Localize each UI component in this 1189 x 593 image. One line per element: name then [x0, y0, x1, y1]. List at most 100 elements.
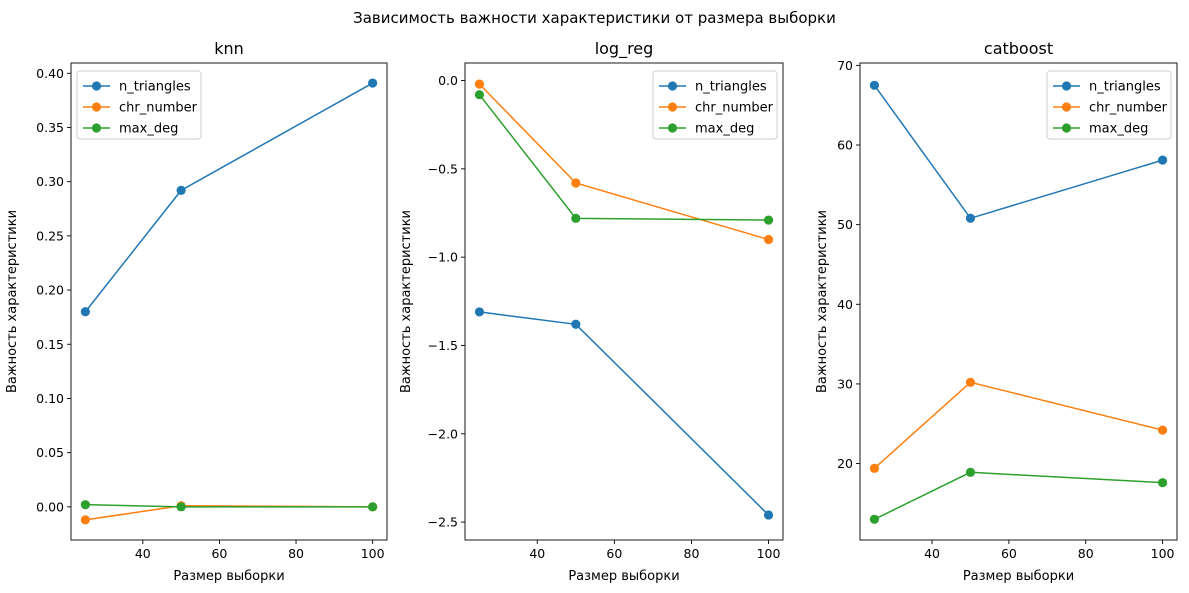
data-point [763, 510, 774, 520]
legend-marker [1061, 123, 1072, 133]
legend-item-n_triangles: n_triangles [83, 80, 191, 95]
legend-marker [91, 123, 102, 133]
subplot-title: catboost [984, 39, 1053, 58]
data-point [1157, 425, 1168, 435]
x-tick-label: 100 [757, 546, 781, 561]
legend-label: n_triangles [119, 80, 191, 95]
series-chr_number [474, 79, 774, 245]
data-point [965, 467, 976, 477]
data-point [80, 307, 90, 317]
data-point [1157, 155, 1168, 165]
data-point [763, 234, 774, 245]
y-tick-label: −2.5 [428, 515, 458, 530]
x-tick-label: 40 [135, 546, 151, 561]
legend-item-n_triangles: n_triangles [1053, 80, 1161, 95]
y-tick-label: 0.35 [36, 120, 64, 135]
legend-box [652, 70, 778, 140]
data-point [474, 307, 485, 317]
data-point [571, 213, 581, 223]
y-tick-label: 0.20 [36, 283, 64, 298]
legend-item-chr_number: chr_number [1053, 101, 1168, 116]
legend-item-chr_number: chr_number [83, 101, 198, 116]
y-tick-label: 0.30 [36, 174, 64, 189]
x-tick-label: 80 [288, 546, 304, 561]
legend: n_triangles chr_number max_deg [76, 70, 202, 140]
y-tick-label: 50 [837, 217, 853, 232]
x-axis-label: Размер выборки [963, 569, 1074, 584]
x-axis-label: Размер выборки [173, 569, 284, 584]
y-tick-label: 0.40 [36, 66, 64, 81]
y-tick-label: −1.5 [428, 338, 458, 353]
legend-label: chr_number [695, 101, 774, 116]
data-point [176, 185, 186, 195]
y-tick-label: 60 [837, 138, 853, 153]
legend-marker [667, 102, 678, 112]
x-tick-label: 60 [1001, 546, 1017, 561]
data-point [368, 502, 378, 512]
data-point [869, 463, 880, 473]
x-tick-label: 100 [1151, 546, 1175, 561]
y-axis-label: Важность характеристики [5, 210, 20, 393]
legend-marker [91, 102, 102, 112]
subplot-log_reg: log_reg 40 60 80 100 0.0 −0.5 −1.0 −1.5 −2.0 −2.5 Р… [399, 39, 784, 584]
data-point [869, 80, 880, 90]
x-tick-label: 100 [361, 546, 385, 561]
subplot-title: log_reg [595, 39, 654, 59]
data-point [763, 215, 774, 225]
y-tick-label: −1.0 [428, 250, 458, 265]
data-point [571, 178, 581, 188]
x-tick-label: 60 [211, 546, 227, 561]
series-max_deg [474, 90, 774, 225]
y-tick-label: −0.5 [428, 161, 458, 176]
legend-marker [667, 81, 678, 91]
y-tick-label: 0.0 [438, 73, 458, 88]
axes-frame [859, 62, 1178, 541]
y-axis-label: Важность характеристики [399, 210, 414, 393]
legend-box [76, 70, 202, 140]
y-tick-label: 0.05 [36, 445, 64, 460]
subplot-title: knn [214, 39, 244, 58]
axes-frame [70, 62, 388, 541]
y-tick-label: 40 [837, 297, 853, 312]
x-tick-label: 60 [606, 546, 622, 561]
legend-label: chr_number [1089, 101, 1168, 116]
y-tick-label: 70 [837, 58, 853, 73]
data-point [368, 78, 378, 88]
legend-item-chr_number: chr_number [659, 101, 774, 116]
y-tick-label: 0.10 [36, 391, 64, 406]
y-tick-label: 0.00 [36, 499, 64, 514]
legend-marker [91, 81, 102, 91]
subplots: knn 40 60 80 100 0.00 0.05 0.10 0.15 0.20 0.25 0.30… [5, 39, 1178, 584]
y-tick-label: −2.0 [428, 426, 458, 441]
subplot-catboost: catboost 40 60 80 100 20 30 40 50 60 70 Размер выбо… [815, 39, 1178, 584]
legend-label: n_triangles [695, 80, 767, 95]
series-n_triangles [80, 78, 378, 317]
data-point [1157, 478, 1168, 488]
legend: n_triangles chr_number max_deg [652, 70, 778, 140]
x-axis-label: Размер выборки [568, 569, 679, 584]
data-point [965, 213, 976, 223]
legend-marker [1061, 81, 1072, 91]
data-point [474, 79, 485, 89]
data-point [965, 377, 976, 387]
series-chr_number [869, 377, 1168, 473]
legend-marker [667, 123, 678, 133]
series-n_triangles [474, 307, 774, 520]
x-tick-label: 80 [1078, 546, 1094, 561]
x-tick-label: 80 [684, 546, 700, 561]
data-point [80, 500, 90, 510]
y-axis-label: Важность характеристики [815, 210, 830, 393]
y-tick-label: 0.25 [36, 228, 64, 243]
legend-item-max_deg: max_deg [83, 122, 178, 137]
legend-item-max_deg: max_deg [1053, 122, 1148, 137]
subplot-knn: knn 40 60 80 100 0.00 0.05 0.10 0.15 0.20 0.25 0.30… [5, 39, 388, 584]
legend-label: max_deg [695, 122, 754, 137]
series-n_triangles [869, 80, 1168, 223]
legend-box [1046, 70, 1172, 140]
legend: n_triangles chr_number max_deg [1046, 70, 1172, 140]
data-point [80, 515, 90, 525]
data-point [869, 514, 880, 524]
figure-suptitle: Зависимость важности характеристики от р… [353, 9, 836, 27]
x-tick-label: 40 [924, 546, 940, 561]
legend-item-n_triangles: n_triangles [659, 80, 767, 95]
